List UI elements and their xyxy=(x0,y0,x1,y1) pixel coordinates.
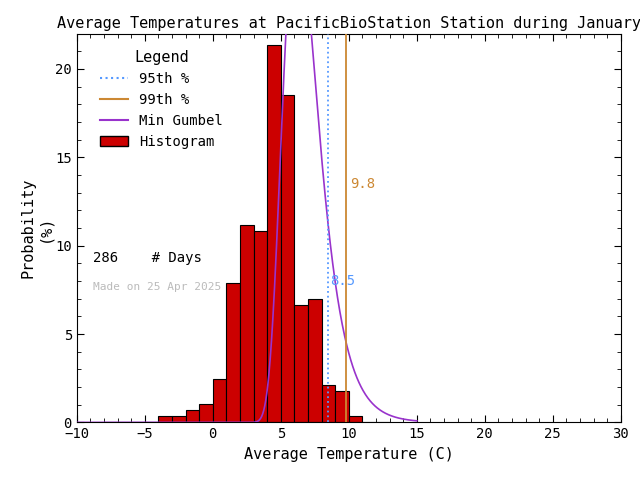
Min Gumbel xyxy=(307,22,314,28)
Min Gumbel xyxy=(211,420,218,425)
Min Gumbel xyxy=(413,418,420,424)
Text: 8.5: 8.5 xyxy=(330,274,356,288)
95th % xyxy=(324,420,332,425)
Min Gumbel xyxy=(339,322,346,327)
99th % xyxy=(342,420,350,425)
Text: 286    # Days: 286 # Days xyxy=(93,252,202,265)
Bar xyxy=(240,225,253,422)
Bar xyxy=(349,416,362,422)
Bar xyxy=(227,283,240,422)
Legend: 95th %, 99th %, Min Gumbel, Histogram: 95th %, 99th %, Min Gumbel, Histogram xyxy=(95,45,228,155)
Bar xyxy=(212,379,227,422)
Min Gumbel xyxy=(73,420,81,425)
X-axis label: Average Temperature (C): Average Temperature (C) xyxy=(244,447,454,462)
Line: Min Gumbel: Min Gumbel xyxy=(77,0,417,422)
Bar xyxy=(199,404,212,422)
Bar xyxy=(268,46,281,422)
Bar xyxy=(308,299,322,422)
Bar xyxy=(186,410,199,422)
Bar xyxy=(253,231,268,422)
Y-axis label: Probability
(%): Probability (%) xyxy=(20,178,52,278)
Bar xyxy=(159,416,172,422)
Bar xyxy=(294,305,308,422)
Title: Average Temperatures at PacificBioStation Station during January: Average Temperatures at PacificBioStatio… xyxy=(57,16,640,31)
Bar xyxy=(322,385,335,422)
Text: Made on 25 Apr 2025: Made on 25 Apr 2025 xyxy=(93,282,221,292)
Min Gumbel xyxy=(223,420,230,425)
99th % xyxy=(342,402,350,408)
95th % xyxy=(324,402,332,408)
Bar xyxy=(281,95,294,422)
Min Gumbel xyxy=(344,349,352,355)
Text: 9.8: 9.8 xyxy=(350,177,375,191)
Bar xyxy=(172,416,186,422)
Bar xyxy=(335,392,349,422)
Min Gumbel xyxy=(108,420,115,425)
